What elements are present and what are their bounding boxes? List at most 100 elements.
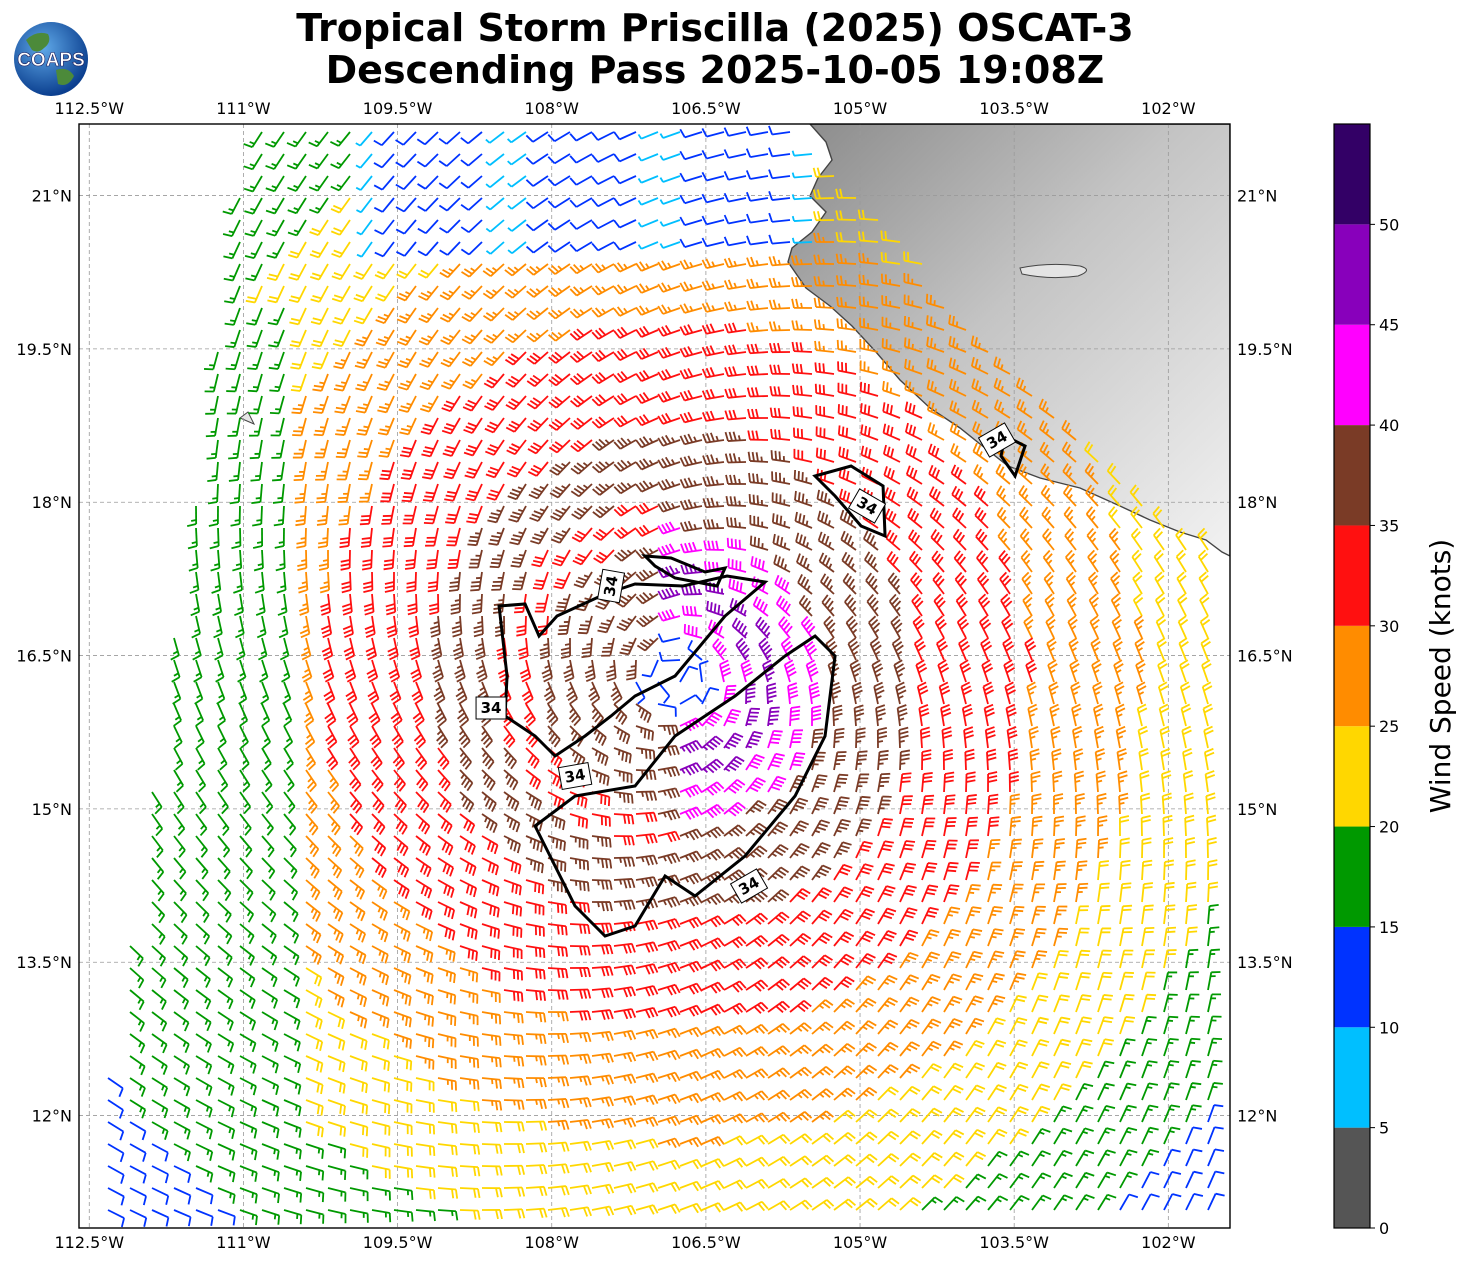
wind-barb <box>724 453 747 464</box>
wind-barb <box>723 149 747 159</box>
wind-barb <box>659 175 681 183</box>
wind-barb <box>527 417 549 432</box>
wind-barb <box>314 439 329 459</box>
wind-barb <box>771 471 791 485</box>
wind-barb <box>484 395 505 411</box>
wind-barb <box>835 275 857 287</box>
wind-barb <box>635 436 659 449</box>
wind-barb <box>338 505 351 526</box>
wind-barb <box>724 409 747 421</box>
wind-barb <box>309 219 329 236</box>
wind-barb <box>569 328 593 341</box>
wind-barb <box>881 359 901 375</box>
wind-barb <box>905 465 923 485</box>
wind-barb <box>952 507 967 529</box>
wind-barb <box>637 153 659 162</box>
colorbar-tick-label: 30 <box>1379 617 1399 636</box>
colorbar-segment <box>1334 1127 1370 1228</box>
wind-barb <box>354 329 373 347</box>
wind-barb <box>859 339 879 353</box>
wind-barb <box>746 278 769 289</box>
wind-barb <box>374 263 395 280</box>
wind-barb <box>813 232 835 243</box>
lon-tick-label-bottom: 102°W <box>1141 1233 1196 1252</box>
wind-barb <box>613 153 637 163</box>
wind-barb <box>416 153 439 168</box>
wind-barb <box>207 483 219 505</box>
wind-barb <box>613 131 637 141</box>
wind-barb <box>996 485 1011 507</box>
wind-barb <box>309 197 329 214</box>
wind-barb <box>330 219 351 236</box>
wind-barb <box>791 341 813 353</box>
colorbar-tick-label: 0 <box>1379 1219 1389 1238</box>
wind-barb <box>274 527 285 549</box>
wind-barb <box>635 283 659 294</box>
wind-barb <box>701 323 725 335</box>
wind-barb <box>812 189 835 200</box>
wind-barb <box>1108 506 1121 529</box>
wind-barb <box>379 461 395 481</box>
wind-barb <box>467 527 483 547</box>
wind-barb <box>591 241 615 252</box>
wind-barb <box>837 361 857 375</box>
lon-tick-label-top: 112.5°W <box>54 99 124 118</box>
lon-tick-label-bottom: 103.5°W <box>979 1233 1049 1252</box>
wind-barb <box>768 147 791 158</box>
wind-barb <box>504 307 527 321</box>
wind-barb <box>252 505 263 527</box>
wind-barb <box>747 430 769 441</box>
lon-tick-label-bottom: 111°W <box>216 1233 271 1252</box>
wind-barb <box>880 230 901 243</box>
wind-barb <box>286 131 307 148</box>
wind-barb <box>816 489 835 507</box>
wind-barb <box>548 417 571 431</box>
wind-barb <box>883 466 901 485</box>
wind-barb <box>859 360 879 375</box>
wind-barb <box>637 175 659 184</box>
wind-barb <box>460 175 483 189</box>
wind-barb <box>838 446 857 463</box>
wind-barb <box>482 263 505 277</box>
wind-barb <box>206 439 219 460</box>
wind-barb <box>440 373 461 390</box>
wind-barb <box>747 408 769 419</box>
wind-barb <box>882 380 901 397</box>
wind-barb <box>333 373 351 392</box>
wind-barb <box>613 459 637 472</box>
wind-barb <box>635 347 659 360</box>
lat-tick-label-right: 13.5°N <box>1237 953 1293 972</box>
wind-barb <box>356 197 373 214</box>
wind-barb <box>505 395 527 411</box>
wind-barb <box>769 364 791 375</box>
wind-barb <box>249 439 263 460</box>
wind-barb <box>309 263 329 281</box>
wind-barb <box>505 373 527 388</box>
wind-barb <box>882 402 901 419</box>
colorbar-segment <box>1334 525 1370 626</box>
lon-tick-label-bottom: 105°W <box>833 1233 888 1252</box>
wind-barb <box>1106 462 1121 485</box>
wind-barb <box>355 131 373 147</box>
wind-barb <box>292 439 307 459</box>
wind-barb <box>395 131 417 146</box>
wind-barb <box>419 351 439 368</box>
wind-barb <box>591 438 615 451</box>
wind-barb <box>791 215 813 222</box>
wind-barb <box>377 417 395 436</box>
colorbar-segment <box>1334 726 1370 827</box>
wind-barb <box>355 373 373 392</box>
wind-barb <box>287 197 307 215</box>
wind-barb <box>268 351 285 370</box>
wind-barb <box>569 307 593 319</box>
wind-barb <box>701 367 725 379</box>
wind-barb <box>265 175 285 193</box>
wind-barb <box>907 508 923 529</box>
wind-barb <box>746 213 769 224</box>
wind-barb <box>547 241 571 253</box>
wind-barb <box>267 307 285 326</box>
wind-barb <box>248 395 263 415</box>
wind-barb <box>880 252 901 265</box>
wind-barb <box>376 373 395 391</box>
